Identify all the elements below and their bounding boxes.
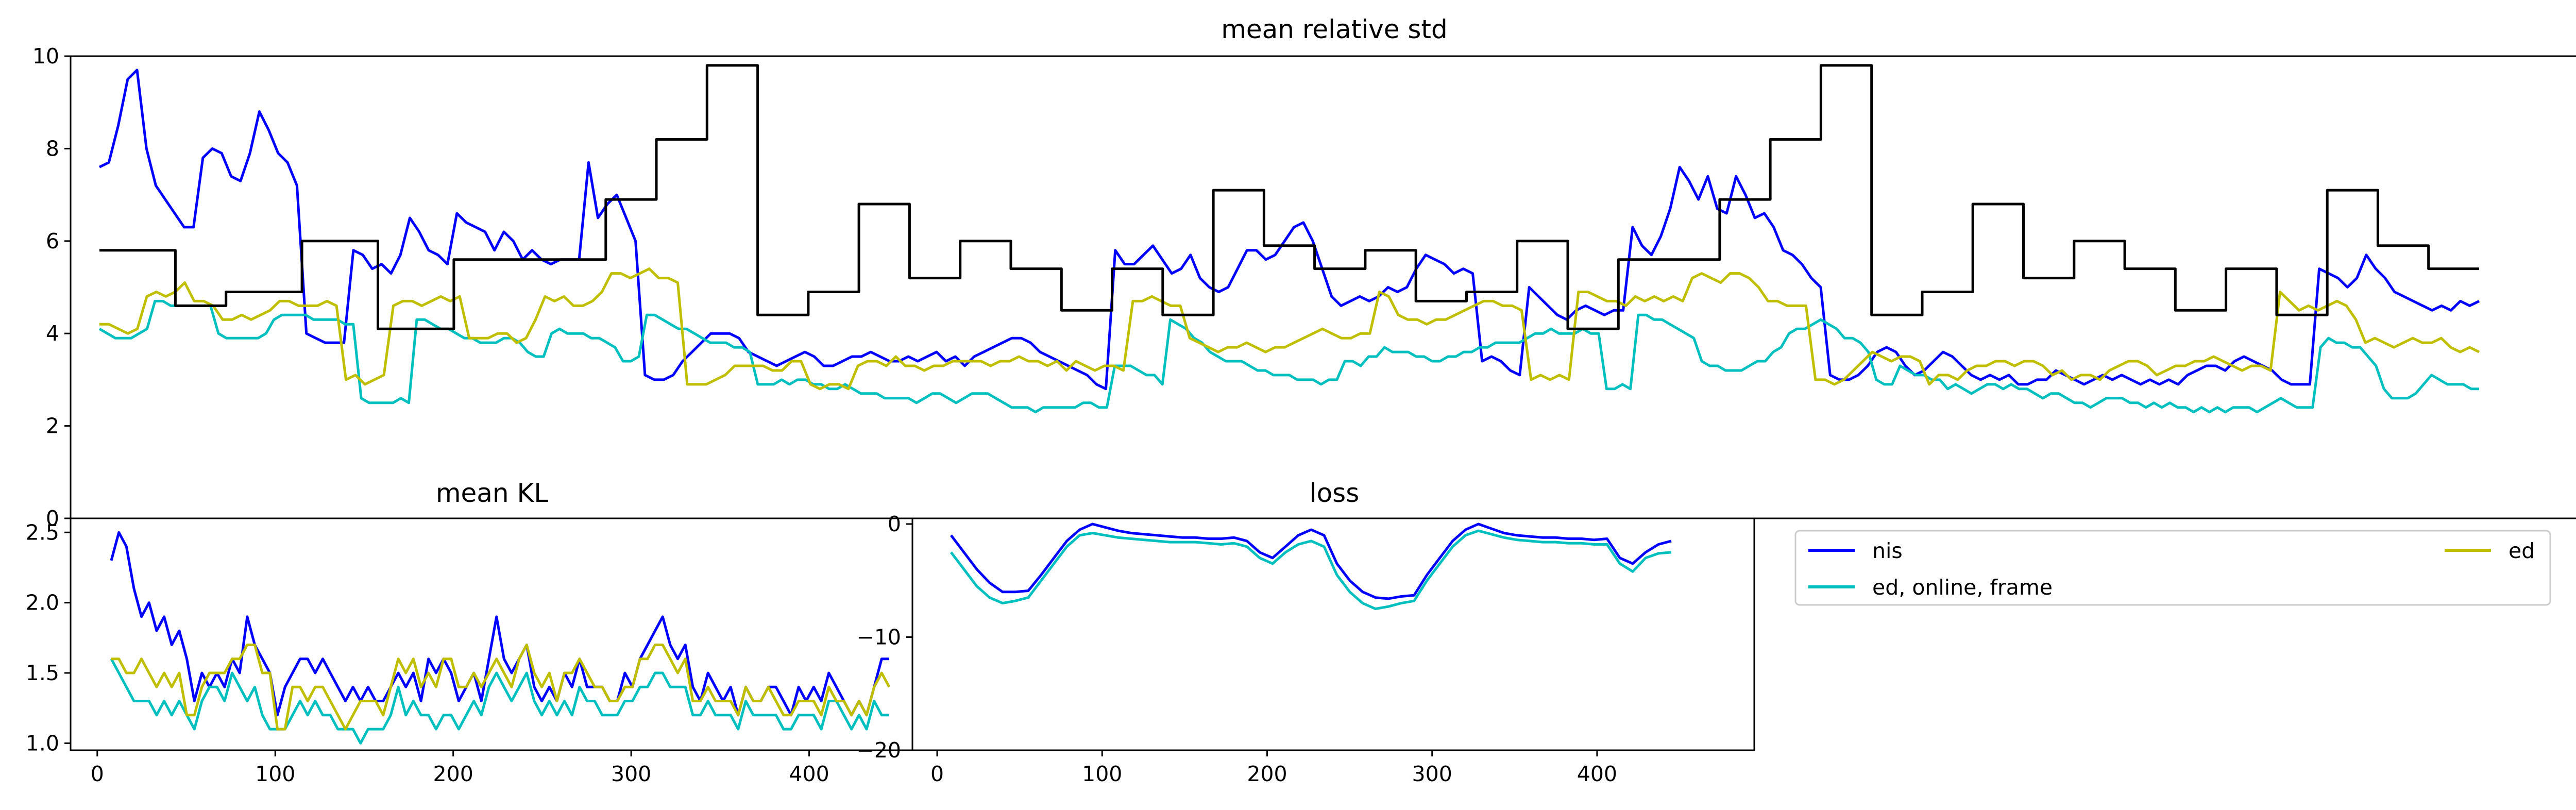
mean-relative-std-ytick-label: 2 <box>46 414 59 438</box>
mean-kl-y-axis: 1.0 1.5 2.0 2.5 <box>26 520 71 755</box>
mean-kl-series-ed-online-frame <box>110 658 889 745</box>
mean-kl-xtick-label: 200 <box>433 762 473 786</box>
mean-kl-series <box>110 531 891 745</box>
panel-mean-relative-std: mean relative std 0 2 4 6 8 10 <box>32 14 2576 531</box>
loss-xtick-label: 0 <box>930 762 944 786</box>
loss-series <box>950 522 1672 611</box>
chart-title-mean-kl: mean KL <box>436 478 548 508</box>
loss-ytick-label: −10 <box>856 625 901 649</box>
chart-title-loss: loss <box>1310 478 1360 508</box>
legend-entry-nis: nis <box>1808 538 1903 563</box>
mean-kl-ytick-label: 1.0 <box>26 731 59 755</box>
mean-relative-std-series <box>98 64 2480 414</box>
mean-kl-xtick-label: 100 <box>255 762 295 786</box>
mean-kl-ytick-label: 1.5 <box>26 661 59 685</box>
mean-relative-std-ytick-label: 4 <box>46 321 59 346</box>
mean-relative-std-ytick-label: 8 <box>46 136 59 161</box>
mean-relative-std-series-reference <box>99 64 2479 330</box>
mean-kl-x-axis: 0 100 200 300 400 <box>91 750 829 786</box>
panel-loss: loss 0 −10 −20 0 100 200 300 400 <box>856 478 1755 786</box>
legend-box <box>1794 530 2551 606</box>
mean-relative-std-ytick-label: 6 <box>46 229 59 254</box>
loss-xtick-label: 300 <box>1412 762 1452 786</box>
loss-ytick-label: −20 <box>856 738 901 763</box>
mean-kl-xtick-label: 400 <box>789 762 829 786</box>
mean-kl-ytick-label: 2.5 <box>26 520 59 545</box>
mean-relative-std-series-ed-online-frame <box>98 299 2479 414</box>
loss-y-axis: 0 −10 −20 <box>856 512 912 763</box>
legend-entry-ed-online-frame: ed, online, frame <box>1808 575 2053 600</box>
mean-relative-std-series-nis <box>98 69 2480 391</box>
legend-label-ed: ed <box>2509 538 2535 563</box>
mean-kl-ytick-label: 2.0 <box>26 590 59 615</box>
panel-legend: nis ed, online, frame ed <box>1753 518 2551 750</box>
chart-title-mean-relative-std: mean relative std <box>1221 14 1448 44</box>
loss-ytick-label: 0 <box>888 512 901 536</box>
legend-label-nis: nis <box>1872 538 1903 563</box>
legend-entry-ed: ed <box>2445 538 2535 563</box>
mean-kl-series-ed <box>111 644 891 731</box>
mean-relative-std-y-axis: 0 2 4 6 8 10 <box>32 44 71 531</box>
legend-label-ed-online-frame: ed, online, frame <box>1872 575 2053 600</box>
loss-xtick-label: 100 <box>1082 762 1122 786</box>
mean-relative-std-ytick-label: 0 <box>46 506 59 531</box>
mean-kl-xtick-label: 300 <box>611 762 651 786</box>
loss-x-axis: 0 100 200 300 400 <box>930 750 1617 786</box>
mean-kl-xtick-label: 0 <box>91 762 104 786</box>
loss-xtick-label: 400 <box>1577 762 1617 786</box>
mean-relative-std-series-ed <box>99 267 2480 391</box>
loss-series-nis <box>950 522 1672 600</box>
loss-series-ed-online-frame <box>950 529 1672 611</box>
loss-xtick-label: 200 <box>1247 762 1287 786</box>
mean-relative-std-ytick-label: 10 <box>32 44 59 69</box>
